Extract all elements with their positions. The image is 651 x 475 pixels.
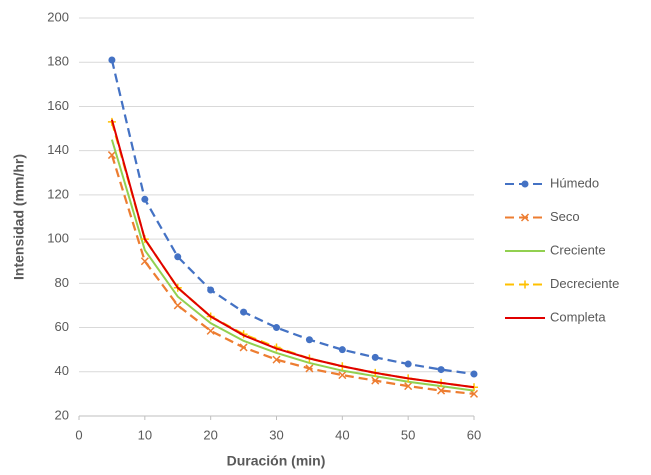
legend-label: Decreciente — [550, 276, 619, 291]
y-tick-label: 120 — [47, 186, 69, 201]
marker — [521, 180, 529, 188]
legend-label: Creciente — [550, 242, 606, 257]
marker — [107, 151, 116, 160]
marker — [371, 353, 379, 361]
x-axis-title: Duración (min) — [227, 453, 326, 469]
x-tick-label: 0 — [75, 427, 82, 442]
marker — [371, 376, 380, 385]
series-line — [110, 139, 475, 392]
marker — [521, 280, 529, 289]
series-line — [110, 119, 475, 389]
series-line — [110, 154, 475, 396]
marker — [305, 364, 314, 373]
series-line — [110, 59, 475, 376]
y-tick-label: 160 — [47, 98, 69, 113]
marker — [437, 366, 445, 374]
legend-label: Completa — [550, 309, 606, 324]
marker — [140, 257, 149, 266]
marker — [470, 370, 478, 378]
marker — [207, 286, 215, 294]
marker — [141, 195, 149, 203]
marker — [173, 301, 182, 310]
x-tick-label: 40 — [335, 427, 349, 442]
marker — [273, 324, 280, 332]
marker — [108, 56, 116, 64]
y-tick-label: 20 — [55, 407, 69, 422]
marker — [174, 253, 182, 261]
marker — [338, 346, 346, 354]
y-tick-label: 180 — [47, 54, 69, 69]
marker — [404, 360, 412, 368]
marker — [520, 213, 530, 222]
marker — [338, 371, 347, 380]
x-tick-label: 10 — [138, 427, 152, 442]
x-tick-label: 30 — [269, 427, 283, 442]
y-tick-label: 80 — [55, 275, 69, 290]
legend-label: Seco — [550, 209, 580, 224]
y-tick-label: 140 — [47, 142, 69, 157]
marker — [404, 382, 413, 391]
y-axis-title: Intensidad (mm/hr) — [11, 154, 27, 280]
marker — [272, 355, 281, 364]
marker — [240, 308, 248, 316]
y-tick-label: 60 — [55, 319, 69, 334]
x-tick-label: 20 — [203, 427, 217, 442]
marker — [206, 326, 215, 335]
marker — [469, 389, 479, 398]
x-tick-label: 50 — [401, 427, 415, 442]
y-tick-label: 100 — [47, 231, 69, 246]
y-tick-label: 40 — [55, 363, 69, 378]
series-line — [110, 121, 475, 389]
x-tick-label: 60 — [467, 427, 481, 442]
legend-label: Húmedo — [550, 175, 599, 190]
marker — [239, 343, 248, 352]
marker — [305, 336, 313, 344]
y-tick-label: 200 — [47, 9, 69, 24]
marker — [437, 386, 446, 395]
